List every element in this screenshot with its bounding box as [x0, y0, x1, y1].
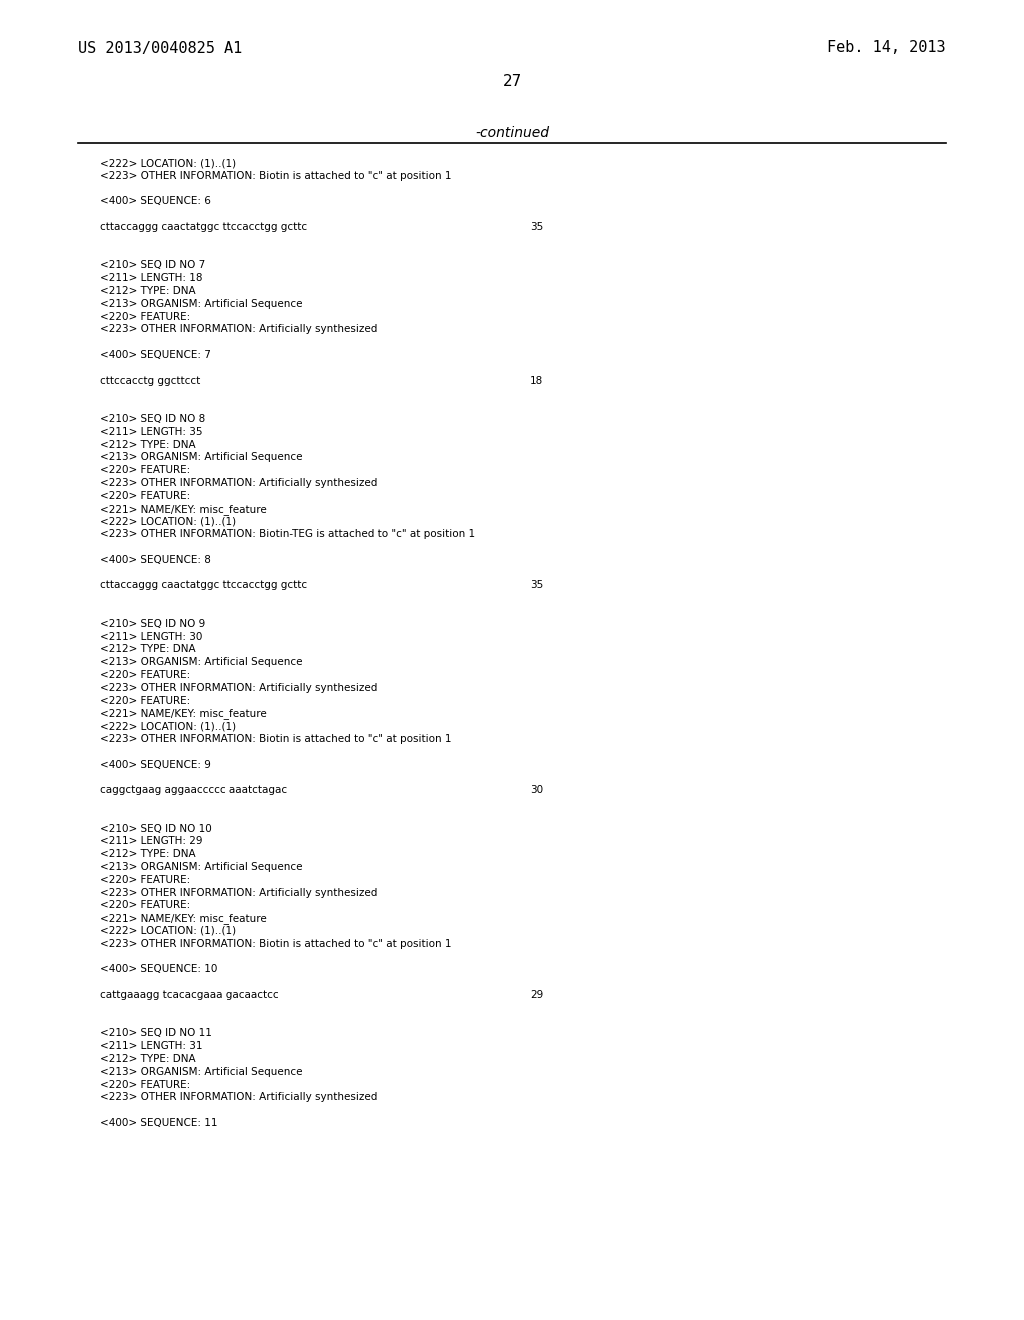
Text: <223> OTHER INFORMATION: Biotin is attached to "c" at position 1: <223> OTHER INFORMATION: Biotin is attac…	[100, 939, 452, 949]
Text: <213> ORGANISM: Artificial Sequence: <213> ORGANISM: Artificial Sequence	[100, 453, 302, 462]
Text: Feb. 14, 2013: Feb. 14, 2013	[827, 41, 946, 55]
Text: <223> OTHER INFORMATION: Artificially synthesized: <223> OTHER INFORMATION: Artificially sy…	[100, 1093, 378, 1102]
Text: <400> SEQUENCE: 8: <400> SEQUENCE: 8	[100, 554, 211, 565]
Text: <400> SEQUENCE: 9: <400> SEQUENCE: 9	[100, 759, 211, 770]
Text: <213> ORGANISM: Artificial Sequence: <213> ORGANISM: Artificial Sequence	[100, 862, 302, 873]
Text: <210> SEQ ID NO 7: <210> SEQ ID NO 7	[100, 260, 205, 271]
Text: 30: 30	[530, 785, 543, 795]
Text: <211> LENGTH: 29: <211> LENGTH: 29	[100, 837, 203, 846]
Text: <213> ORGANISM: Artificial Sequence: <213> ORGANISM: Artificial Sequence	[100, 298, 302, 309]
Text: cttaccaggg caactatggc ttccacctgg gcttc: cttaccaggg caactatggc ttccacctgg gcttc	[100, 222, 307, 232]
Text: <220> FEATURE:: <220> FEATURE:	[100, 900, 190, 911]
Text: <212> TYPE: DNA: <212> TYPE: DNA	[100, 286, 196, 296]
Text: <222> LOCATION: (1)..(1): <222> LOCATION: (1)..(1)	[100, 516, 237, 527]
Text: <221> NAME/KEY: misc_feature: <221> NAME/KEY: misc_feature	[100, 709, 266, 719]
Text: <212> TYPE: DNA: <212> TYPE: DNA	[100, 1053, 196, 1064]
Text: <223> OTHER INFORMATION: Artificially synthesized: <223> OTHER INFORMATION: Artificially sy…	[100, 325, 378, 334]
Text: 29: 29	[530, 990, 544, 1001]
Text: <223> OTHER INFORMATION: Artificially synthesized: <223> OTHER INFORMATION: Artificially sy…	[100, 478, 378, 488]
Text: <211> LENGTH: 31: <211> LENGTH: 31	[100, 1041, 203, 1051]
Text: <400> SEQUENCE: 7: <400> SEQUENCE: 7	[100, 350, 211, 360]
Text: <220> FEATURE:: <220> FEATURE:	[100, 1080, 190, 1089]
Text: <213> ORGANISM: Artificial Sequence: <213> ORGANISM: Artificial Sequence	[100, 1067, 302, 1077]
Text: <211> LENGTH: 30: <211> LENGTH: 30	[100, 631, 203, 642]
Text: <212> TYPE: DNA: <212> TYPE: DNA	[100, 849, 196, 859]
Text: <210> SEQ ID NO 10: <210> SEQ ID NO 10	[100, 824, 212, 834]
Text: <220> FEATURE:: <220> FEATURE:	[100, 696, 190, 706]
Text: 35: 35	[530, 581, 544, 590]
Text: <222> LOCATION: (1)..(1): <222> LOCATION: (1)..(1)	[100, 158, 237, 168]
Text: <220> FEATURE:: <220> FEATURE:	[100, 465, 190, 475]
Text: cttaccaggg caactatggc ttccacctgg gcttc: cttaccaggg caactatggc ttccacctgg gcttc	[100, 581, 307, 590]
Text: <221> NAME/KEY: misc_feature: <221> NAME/KEY: misc_feature	[100, 504, 266, 515]
Text: <400> SEQUENCE: 10: <400> SEQUENCE: 10	[100, 965, 217, 974]
Text: <210> SEQ ID NO 11: <210> SEQ ID NO 11	[100, 1028, 212, 1039]
Text: <212> TYPE: DNA: <212> TYPE: DNA	[100, 644, 196, 655]
Text: -continued: -continued	[475, 125, 549, 140]
Text: <210> SEQ ID NO 8: <210> SEQ ID NO 8	[100, 414, 205, 424]
Text: cattgaaagg tcacacgaaa gacaactcc: cattgaaagg tcacacgaaa gacaactcc	[100, 990, 279, 1001]
Text: <213> ORGANISM: Artificial Sequence: <213> ORGANISM: Artificial Sequence	[100, 657, 302, 667]
Text: cttccacctg ggcttcct: cttccacctg ggcttcct	[100, 376, 201, 385]
Text: <220> FEATURE:: <220> FEATURE:	[100, 312, 190, 322]
Text: <211> LENGTH: 35: <211> LENGTH: 35	[100, 426, 203, 437]
Text: <222> LOCATION: (1)..(1): <222> LOCATION: (1)..(1)	[100, 927, 237, 936]
Text: <211> LENGTH: 18: <211> LENGTH: 18	[100, 273, 203, 284]
Text: 27: 27	[503, 74, 521, 90]
Text: <223> OTHER INFORMATION: Biotin is attached to "c" at position 1: <223> OTHER INFORMATION: Biotin is attac…	[100, 734, 452, 744]
Text: <223> OTHER INFORMATION: Biotin-TEG is attached to "c" at position 1: <223> OTHER INFORMATION: Biotin-TEG is a…	[100, 529, 475, 539]
Text: caggctgaag aggaaccccc aaatctagac: caggctgaag aggaaccccc aaatctagac	[100, 785, 287, 795]
Text: <223> OTHER INFORMATION: Artificially synthesized: <223> OTHER INFORMATION: Artificially sy…	[100, 887, 378, 898]
Text: <400> SEQUENCE: 6: <400> SEQUENCE: 6	[100, 197, 211, 206]
Text: <222> LOCATION: (1)..(1): <222> LOCATION: (1)..(1)	[100, 721, 237, 731]
Text: <223> OTHER INFORMATION: Biotin is attached to "c" at position 1: <223> OTHER INFORMATION: Biotin is attac…	[100, 170, 452, 181]
Text: 18: 18	[530, 376, 544, 385]
Text: 35: 35	[530, 222, 544, 232]
Text: US 2013/0040825 A1: US 2013/0040825 A1	[78, 41, 243, 55]
Text: <220> FEATURE:: <220> FEATURE:	[100, 671, 190, 680]
Text: <220> FEATURE:: <220> FEATURE:	[100, 875, 190, 884]
Text: <400> SEQUENCE: 11: <400> SEQUENCE: 11	[100, 1118, 217, 1129]
Text: <210> SEQ ID NO 9: <210> SEQ ID NO 9	[100, 619, 205, 628]
Text: <220> FEATURE:: <220> FEATURE:	[100, 491, 190, 500]
Text: <212> TYPE: DNA: <212> TYPE: DNA	[100, 440, 196, 450]
Text: <223> OTHER INFORMATION: Artificially synthesized: <223> OTHER INFORMATION: Artificially sy…	[100, 682, 378, 693]
Text: <221> NAME/KEY: misc_feature: <221> NAME/KEY: misc_feature	[100, 913, 266, 924]
